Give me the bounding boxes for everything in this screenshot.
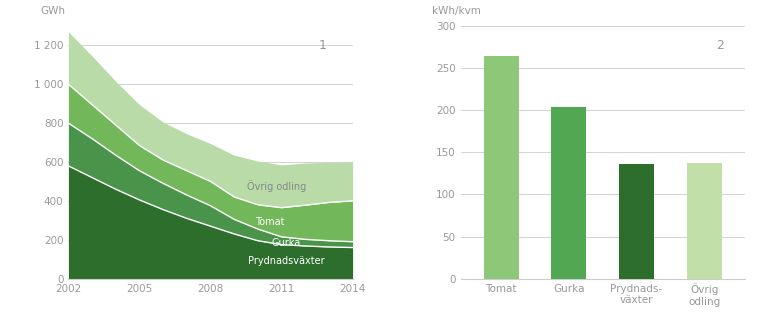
Bar	[551, 107, 587, 279]
Text: Övrig odling: Övrig odling	[247, 180, 306, 192]
Text: kWh/kvm: kWh/kvm	[432, 6, 481, 16]
Bar	[619, 164, 654, 279]
Text: 1: 1	[318, 39, 326, 52]
Text: GWh: GWh	[40, 6, 65, 16]
Text: 2: 2	[717, 39, 724, 52]
Text: Gurka: Gurka	[271, 238, 301, 248]
Text: Tomat: Tomat	[255, 217, 284, 227]
Bar	[483, 56, 519, 279]
Bar	[686, 163, 722, 279]
Text: Prydnadsväxter: Prydnadsväxter	[248, 256, 325, 266]
